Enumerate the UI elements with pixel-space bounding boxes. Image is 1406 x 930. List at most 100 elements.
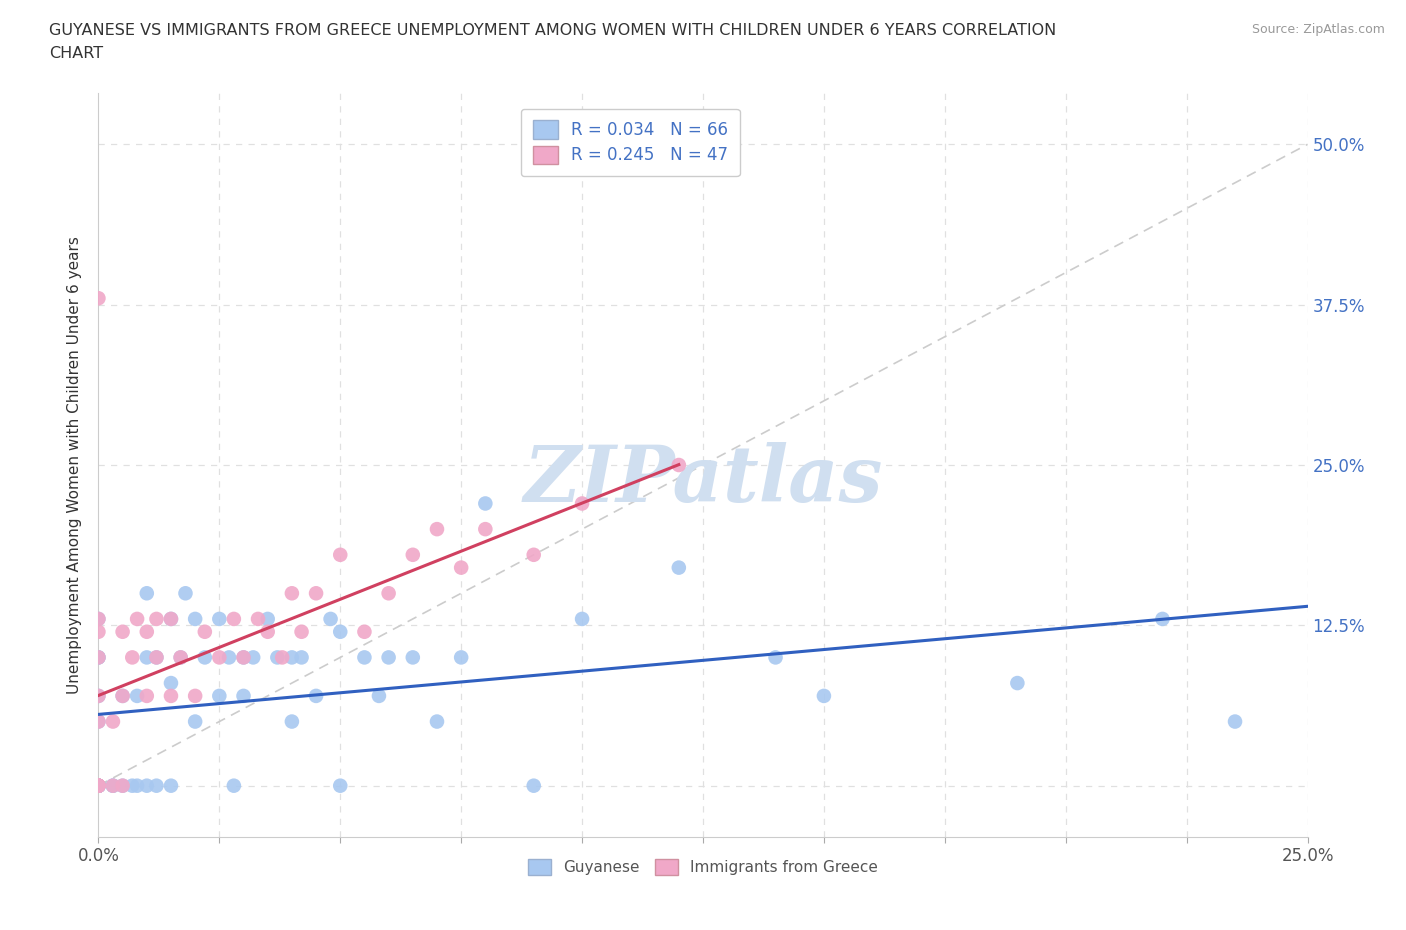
Point — [87, 778, 110, 793]
Text: ZIPatlas: ZIPatlas — [523, 442, 883, 518]
Point — [377, 586, 399, 601]
Point — [101, 778, 124, 793]
Point — [281, 650, 304, 665]
Point — [271, 650, 294, 665]
Point — [474, 522, 496, 537]
Point — [266, 650, 288, 665]
Point — [111, 688, 134, 703]
Point — [247, 612, 270, 627]
Point — [208, 612, 231, 627]
Point — [242, 650, 264, 665]
Point — [184, 612, 207, 627]
Point — [87, 778, 110, 793]
Point — [174, 586, 197, 601]
Point — [101, 778, 124, 793]
Point — [218, 650, 240, 665]
Point — [87, 650, 110, 665]
Point — [87, 778, 110, 793]
Point — [87, 778, 110, 793]
Point — [87, 778, 110, 793]
Point — [208, 650, 231, 665]
Point — [160, 688, 183, 703]
Point — [87, 778, 110, 793]
Point — [160, 675, 183, 690]
Point — [290, 624, 312, 639]
Point — [329, 624, 352, 639]
Point — [87, 778, 110, 793]
Point — [145, 778, 167, 793]
Point — [135, 586, 157, 601]
Point — [87, 778, 110, 793]
Point — [194, 650, 217, 665]
Point — [329, 778, 352, 793]
Point — [160, 778, 183, 793]
Point — [135, 688, 157, 703]
Point — [222, 612, 245, 627]
Point — [87, 778, 110, 793]
Point — [765, 650, 787, 665]
Point — [523, 548, 546, 563]
Point — [111, 624, 134, 639]
Point — [135, 778, 157, 793]
Point — [402, 548, 425, 563]
Point — [368, 688, 391, 703]
Point — [87, 778, 110, 793]
Point — [1223, 714, 1246, 729]
Point — [329, 548, 352, 563]
Point — [256, 612, 278, 627]
Point — [87, 688, 110, 703]
Point — [305, 586, 328, 601]
Point — [145, 650, 167, 665]
Point — [145, 612, 167, 627]
Point — [353, 624, 375, 639]
Point — [232, 650, 254, 665]
Point — [319, 612, 342, 627]
Point — [160, 612, 183, 627]
Point — [87, 778, 110, 793]
Point — [121, 650, 143, 665]
Point — [377, 650, 399, 665]
Point — [87, 778, 110, 793]
Point — [87, 612, 110, 627]
Point — [281, 714, 304, 729]
Point — [87, 778, 110, 793]
Y-axis label: Unemployment Among Women with Children Under 6 years: Unemployment Among Women with Children U… — [67, 236, 83, 694]
Point — [145, 650, 167, 665]
Point — [87, 650, 110, 665]
Point — [87, 778, 110, 793]
Point — [474, 496, 496, 511]
Point — [111, 778, 134, 793]
Point — [813, 688, 835, 703]
Point — [194, 624, 217, 639]
Point — [87, 650, 110, 665]
Point — [450, 560, 472, 575]
Point — [101, 714, 124, 729]
Point — [426, 714, 449, 729]
Point — [160, 612, 183, 627]
Point — [127, 778, 149, 793]
Legend: Guyanese, Immigrants from Greece: Guyanese, Immigrants from Greece — [522, 853, 884, 882]
Point — [353, 650, 375, 665]
Point — [87, 778, 110, 793]
Point — [281, 586, 304, 601]
Point — [305, 688, 328, 703]
Point — [127, 688, 149, 703]
Point — [208, 688, 231, 703]
Point — [222, 778, 245, 793]
Point — [111, 688, 134, 703]
Point — [87, 612, 110, 627]
Point — [232, 650, 254, 665]
Point — [668, 458, 690, 472]
Point — [290, 650, 312, 665]
Point — [135, 624, 157, 639]
Text: CHART: CHART — [49, 46, 103, 61]
Point — [256, 624, 278, 639]
Point — [571, 496, 593, 511]
Point — [402, 650, 425, 665]
Point — [450, 650, 472, 665]
Point — [184, 714, 207, 729]
Point — [169, 650, 191, 665]
Point — [1152, 612, 1174, 627]
Point — [127, 612, 149, 627]
Point — [135, 650, 157, 665]
